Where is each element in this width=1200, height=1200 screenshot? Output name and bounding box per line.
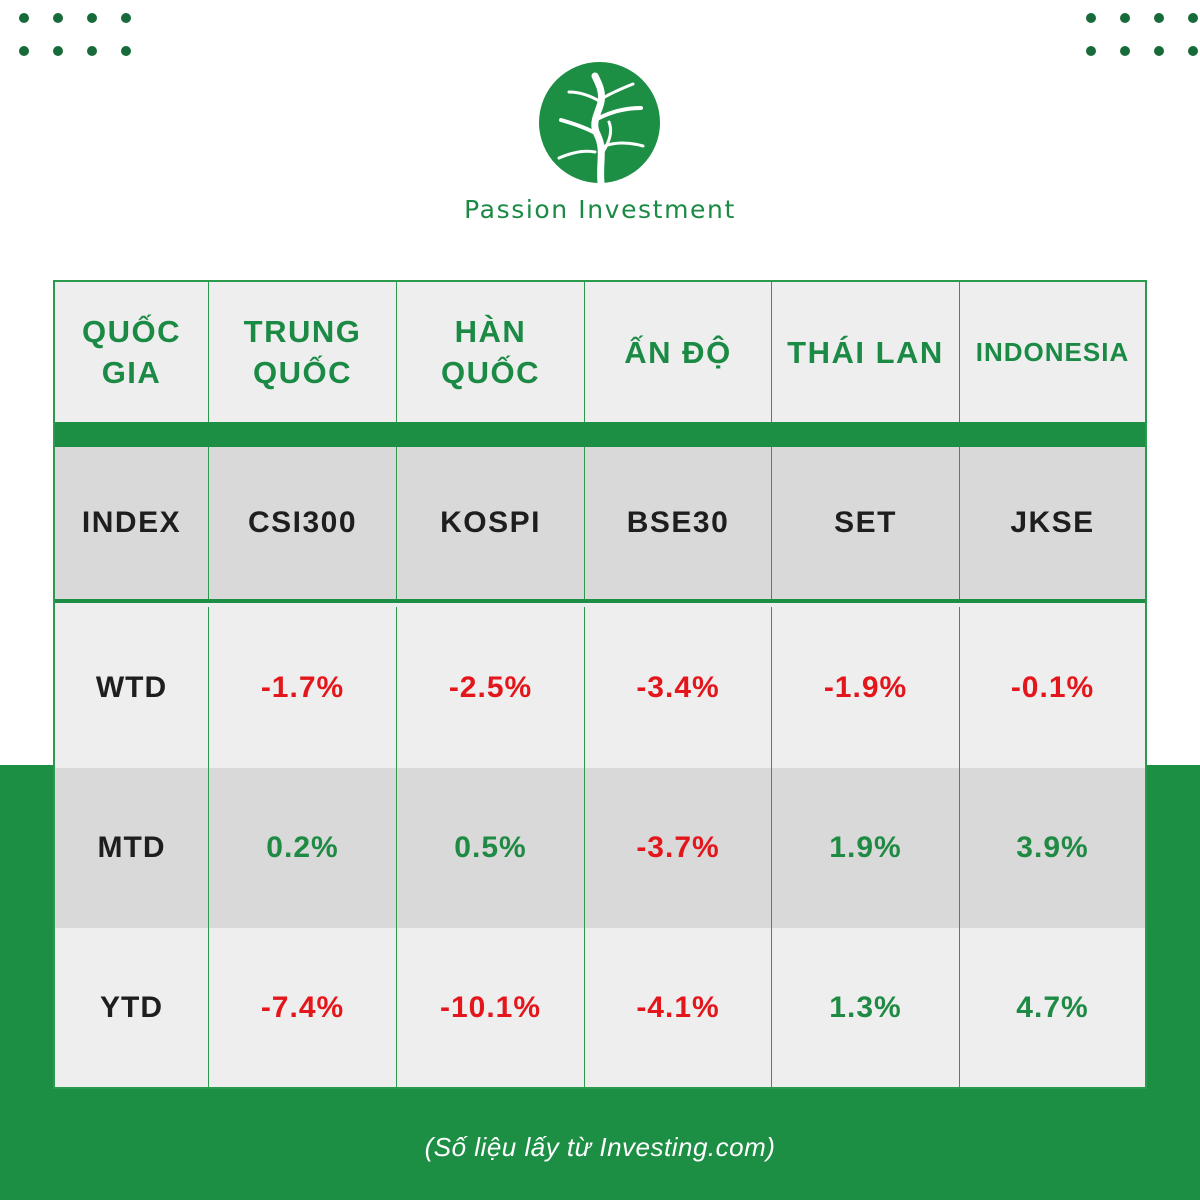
market-performance-table: QUỐC GIA TRUNG QUỐC HÀN QUỐC ẤN ĐỘ THÁI … (53, 280, 1147, 1089)
row-label: WTD (55, 607, 209, 768)
data-source-note: (Số liệu lấy từ Investing.com) (424, 1132, 776, 1162)
index-name: SET (772, 447, 960, 599)
brand-name: Passion Investment (464, 195, 736, 224)
index-name: KOSPI (397, 447, 585, 599)
table-header-row: QUỐC GIA TRUNG QUỐC HÀN QUỐC ẤN ĐỘ THÁI … (55, 282, 1145, 422)
header-country: INDONESIA (975, 336, 1130, 367)
performance-value: -0.1% (1010, 670, 1095, 704)
index-row: INDEX CSI300 KOSPI BSE30 SET JKSE (55, 447, 1145, 603)
performance-value: 4.7% (1016, 990, 1089, 1024)
performance-value: -2.5% (397, 607, 585, 768)
header-divider-bar (55, 422, 1145, 447)
row-label: MTD (55, 768, 209, 928)
index-name: JKSE (1010, 506, 1095, 539)
row-label: YTD (55, 928, 209, 1087)
decorative-dots-right (1086, 13, 1198, 56)
performance-value: -3.7% (585, 768, 772, 928)
performance-value: 0.5% (397, 768, 585, 928)
header-country: HÀN QUỐC (397, 282, 585, 422)
performance-value: -10.1% (397, 928, 585, 1087)
performance-value: 1.3% (772, 928, 960, 1087)
decorative-dots-left (19, 13, 131, 56)
header-country: TRUNG QUỐC (209, 282, 397, 422)
performance-value: -1.9% (772, 607, 960, 768)
performance-value: -7.4% (209, 928, 397, 1087)
table-row-wtd: WTD -1.7% -2.5% -3.4% -1.9% -0.1% (55, 607, 1145, 768)
performance-value: 3.9% (1016, 831, 1089, 864)
row-label: INDEX (55, 447, 209, 599)
tree-logo-icon (539, 62, 660, 183)
index-name: BSE30 (585, 447, 772, 599)
performance-value: -4.1% (585, 928, 772, 1087)
table-row-mtd: MTD 0.2% 0.5% -3.7% 1.9% 3.9% (55, 768, 1145, 928)
table-row-ytd: YTD -7.4% -10.1% -4.1% 1.3% 4.7% (55, 928, 1145, 1087)
performance-value: 1.9% (772, 768, 960, 928)
performance-value: -3.4% (585, 607, 772, 768)
header-country: THÁI LAN (772, 282, 960, 422)
header-country: ẤN ĐỘ (585, 282, 772, 422)
index-name: CSI300 (209, 447, 397, 599)
performance-value: -1.7% (209, 607, 397, 768)
performance-value: 0.2% (209, 768, 397, 928)
header-country-label: QUỐC GIA (55, 282, 209, 422)
